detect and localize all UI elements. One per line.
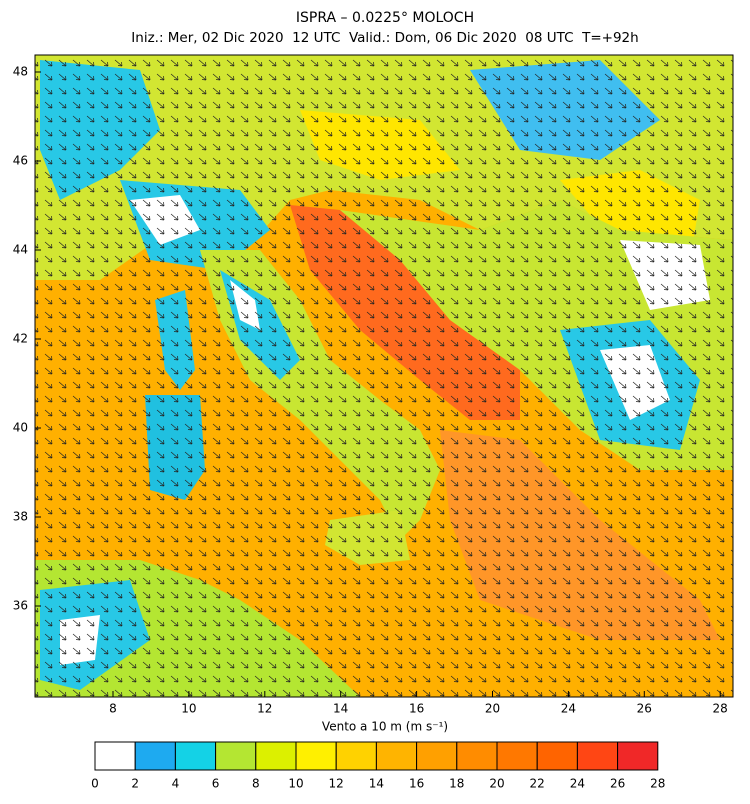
colorbar-tick-label: 24 [570, 777, 585, 791]
colorbar-swatch [496, 741, 538, 771]
colorbar-tick-label: 4 [172, 777, 180, 791]
map-title: ISPRA – 0.0225° MOLOCH [296, 10, 474, 26]
lon-label: 12 [257, 702, 272, 716]
colorbar-swatch [416, 741, 458, 771]
colorbar-swatch [456, 741, 498, 771]
lat-label: 44 [13, 243, 28, 257]
colorbar-swatch [536, 741, 578, 771]
colorbar-swatch [617, 741, 659, 771]
lon-label: 28 [713, 702, 728, 716]
colorbar-swatch [295, 741, 337, 771]
lat-label: 48 [13, 65, 28, 79]
lat-label: 40 [13, 421, 28, 435]
colorbar-tick-label: 22 [530, 777, 545, 791]
colorbar-swatch [134, 741, 176, 771]
map-subtitle: Iniz.: Mer, 02 Dic 2020 12 UTC Valid.: D… [131, 30, 638, 46]
colorbar-label: Vento a 10 m (m s⁻¹) [322, 720, 448, 734]
colorbar-swatch [576, 741, 619, 771]
colorbar-swatch [335, 741, 377, 771]
lon-label: 8 [109, 702, 117, 716]
lat-label: 38 [13, 510, 28, 524]
colorbar-tick-label: 8 [252, 777, 260, 791]
lon-label: 16 [409, 702, 424, 716]
lat-label: 46 [13, 154, 28, 168]
lon-label: 26 [637, 702, 652, 716]
colorbar-swatch [215, 741, 257, 771]
lon-label: 24 [561, 702, 576, 716]
colorbar-tick-label: 28 [650, 777, 665, 791]
colorbar-tick-label: 20 [489, 777, 504, 791]
colorbar-swatch [255, 741, 297, 771]
colorbar-tick-label: 12 [329, 777, 344, 791]
colorbar-swatch [94, 741, 136, 771]
colorbar-tick-label: 16 [409, 777, 424, 791]
lon-label: 10 [181, 702, 196, 716]
lat-label: 42 [13, 332, 28, 346]
colorbar-tick-label: 2 [131, 777, 139, 791]
wind-vectors [35, 55, 733, 697]
colorbar-tick-label: 6 [212, 777, 220, 791]
plot-frame [34, 54, 734, 698]
colorbar-tick-label: 10 [288, 777, 303, 791]
colorbar-swatch [174, 741, 217, 771]
wind-field [35, 55, 733, 697]
colorbar-tick-label: 26 [610, 777, 625, 791]
lon-label: 14 [333, 702, 348, 716]
colorbar-swatch [375, 741, 418, 771]
lon-label: 20 [485, 702, 500, 716]
colorbar-tick-label: 18 [449, 777, 464, 791]
lat-label: 36 [13, 599, 28, 613]
colorbar-tick-label: 0 [91, 777, 99, 791]
colorbar-tick-label: 14 [369, 777, 384, 791]
